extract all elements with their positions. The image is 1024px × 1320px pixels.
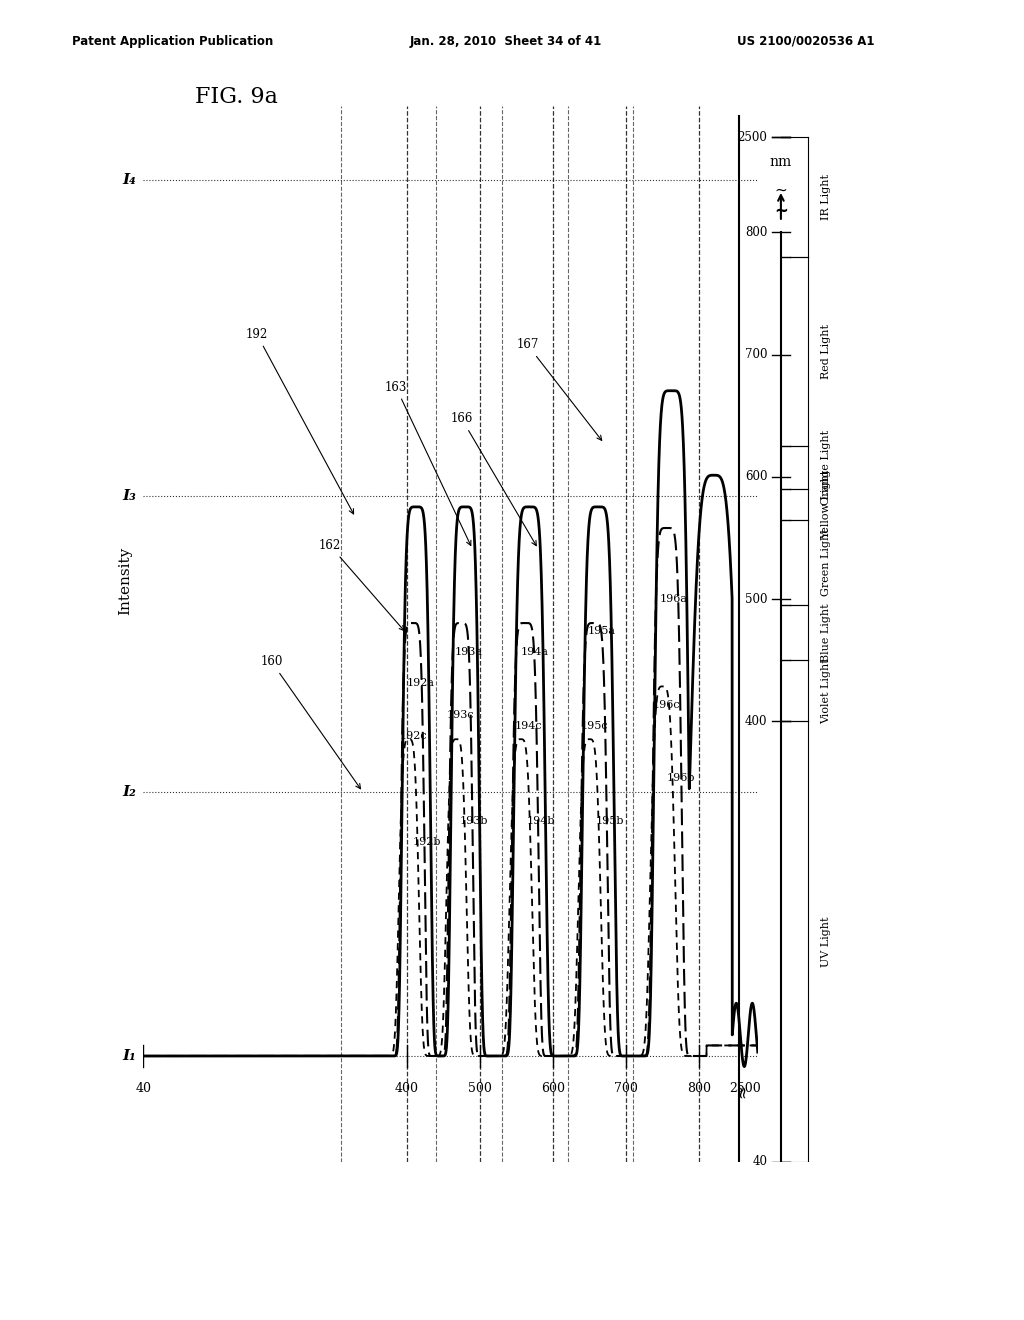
Text: Violet Light: Violet Light (821, 657, 831, 723)
Text: 400: 400 (744, 715, 767, 727)
Text: 700: 700 (614, 1082, 638, 1096)
Text: I₃: I₃ (122, 490, 136, 503)
Text: Yellow Light: Yellow Light (821, 470, 831, 539)
Text: 193b: 193b (460, 816, 487, 826)
Text: 193c: 193c (446, 710, 474, 721)
Text: 195a: 195a (588, 626, 616, 636)
Text: ~: ~ (774, 202, 787, 220)
Text: 195b: 195b (595, 816, 624, 826)
Text: Intensity: Intensity (118, 546, 132, 615)
Text: Orange Light: Orange Light (821, 430, 831, 506)
Text: 500: 500 (744, 593, 767, 606)
Text: 700: 700 (744, 348, 767, 362)
Text: 192b: 192b (413, 837, 441, 847)
Text: FIG. 9a: FIG. 9a (195, 86, 278, 108)
Text: 195c: 195c (581, 721, 608, 731)
Text: I₄: I₄ (122, 173, 136, 186)
Text: I₂: I₂ (122, 785, 136, 799)
Text: US 2100/0020536 A1: US 2100/0020536 A1 (737, 34, 874, 48)
Text: 2500: 2500 (729, 1082, 761, 1096)
Text: 600: 600 (744, 470, 767, 483)
Text: Green Light: Green Light (821, 528, 831, 597)
Text: 192: 192 (246, 327, 353, 513)
Text: UV Light: UV Light (821, 916, 831, 966)
Text: 500: 500 (468, 1082, 492, 1096)
Text: 163: 163 (385, 380, 471, 545)
Text: 400: 400 (394, 1082, 419, 1096)
Text: 800: 800 (745, 226, 767, 239)
Text: 192a: 192a (407, 678, 434, 689)
Text: nm: nm (770, 154, 792, 169)
Text: Red Light: Red Light (821, 323, 831, 379)
Text: Jan. 28, 2010  Sheet 34 of 41: Jan. 28, 2010 Sheet 34 of 41 (410, 34, 602, 48)
Text: 160: 160 (260, 655, 360, 789)
Text: ~: ~ (774, 182, 787, 198)
Text: 2500: 2500 (737, 131, 767, 144)
Text: ≈: ≈ (732, 1084, 751, 1098)
Text: 600: 600 (541, 1082, 565, 1096)
Text: I₁: I₁ (122, 1049, 136, 1063)
Text: 40: 40 (135, 1082, 152, 1096)
Text: 162: 162 (318, 539, 404, 631)
Text: IR Light: IR Light (821, 174, 831, 220)
Text: 40: 40 (753, 1155, 767, 1168)
Text: 196b: 196b (667, 774, 695, 784)
Text: 196c: 196c (652, 700, 680, 710)
Text: 800: 800 (687, 1082, 712, 1096)
Text: 194b: 194b (526, 816, 555, 826)
Text: 166: 166 (451, 412, 537, 545)
Text: 167: 167 (516, 338, 602, 441)
Text: Patent Application Publication: Patent Application Publication (72, 34, 273, 48)
Text: 194c: 194c (515, 721, 543, 731)
Text: Blue Light: Blue Light (821, 603, 831, 663)
Text: 192c: 192c (399, 731, 427, 742)
Text: 193a: 193a (455, 647, 482, 657)
Text: 196a: 196a (659, 594, 688, 605)
Text: 194a: 194a (521, 647, 549, 657)
